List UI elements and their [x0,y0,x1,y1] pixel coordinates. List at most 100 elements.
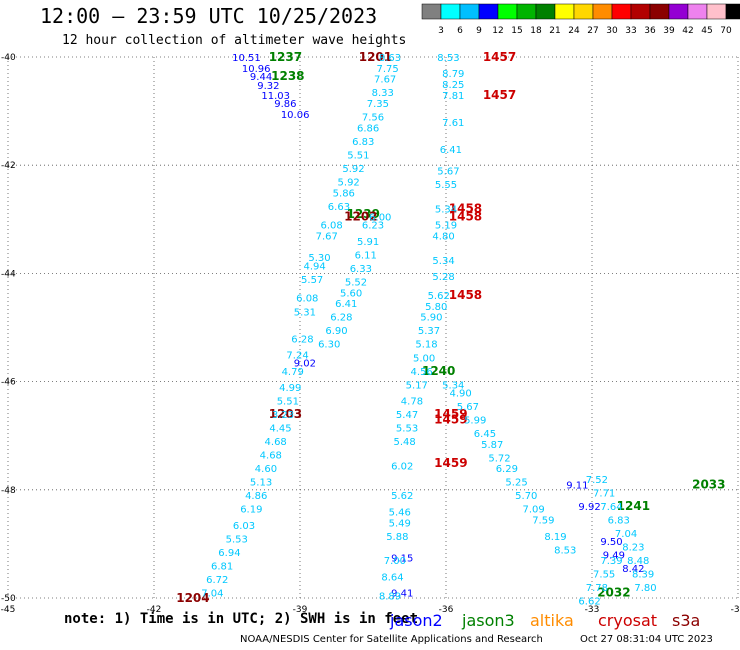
altika-data-label: 5.62 [428,291,450,302]
color-scale-label: 3 [438,26,444,36]
color-scale-swatch [687,3,708,20]
altika-data-label: 5.87 [481,440,503,451]
altika-data-label: 8.19 [544,532,566,543]
altika-data-label: 8.63 [379,53,401,64]
color-scale-swatch [478,3,499,20]
altika-data-label: 6.41 [440,145,462,156]
altika-data-label: 4.68 [260,451,282,462]
altika-data-label: 7.35 [367,99,389,110]
altika-data-label: 5.31 [294,307,316,318]
cryosat-data-label: 1457 [483,50,516,64]
altika-data-label: 7.78 [586,583,608,594]
altika-data-label: 4.86 [245,491,267,502]
units-note: note: 1) Time is in UTC; 2) SWH is in fe… [64,611,419,627]
color-scale-swatch [497,3,518,20]
jason2-data-label: 9.15 [391,553,413,564]
altika-data-label: 6.00 [369,213,391,224]
altika-data-label: 7.04 [615,529,637,540]
cryosat-data-label: 1458 [449,288,482,302]
altika-data-label: 4.79 [282,367,304,378]
altika-data-label: 7.39 [600,556,622,567]
color-scale-label: 36 [644,26,656,36]
s3a-data-label: 1202 [344,210,377,224]
altika-data-label: 7.75 [376,64,398,75]
altika-data-label: 5.91 [357,237,379,248]
legend-s3a: s3a [672,611,701,630]
altika-data-label: 7.81 [442,91,464,102]
altika-data-label: 6.11 [355,250,377,261]
altika-data-label: 8.48 [627,556,649,567]
altika-data-label: 3.23 [272,410,294,421]
altika-data-label: 6.30 [318,340,340,351]
altika-data-label: 5.67 [457,402,479,413]
jason2-data-label: 11.03 [261,91,290,102]
altika-data-label: 4.45 [269,424,291,435]
color-scale-swatch [554,3,575,20]
altika-data-label: 6.90 [325,326,347,337]
color-scale-swatch [421,3,442,20]
altika-data-label: 7.61 [442,118,464,129]
altika-data-label: 5.48 [394,437,416,448]
altika-data-label: 5.60 [340,288,362,299]
altika-data-label: 7.64 [600,502,622,513]
altika-data-label: 5.92 [338,177,360,188]
altika-data-label: 6.29 [496,464,518,475]
altika-data-label: 5.34 [432,256,454,267]
y-tick-label: -44 [1,269,16,279]
altika-data-label: 7.59 [532,516,554,527]
altika-data-label: 6.63 [328,202,350,213]
cryosat-data-label: 1459 [434,456,467,470]
color-scale-label: 6 [457,26,463,36]
altika-data-label: 8.39 [632,570,654,581]
altika-data-label: 4.60 [255,464,277,475]
altika-data-label: 4.56 [411,367,433,378]
color-scale-swatch [573,3,594,20]
altika-data-label: 5.34 [442,380,464,391]
jason2-data-label: 9.92 [578,502,600,513]
altika-data-label: 5.13 [250,478,272,489]
altika-data-label: 5.52 [345,278,367,289]
footer-timestamp: Oct 27 08:31:04 UTC 2023 [580,634,713,645]
altika-data-label: 5.51 [347,150,369,161]
color-scale-swatch [706,3,727,20]
y-tick-label: -48 [1,486,16,496]
altika-data-label: 6.81 [211,562,233,573]
altika-data-label: 7.55 [593,570,615,581]
color-scale-label: 21 [549,26,560,36]
cryosat-data-label: 1459 [434,407,467,421]
color-scale-label: 39 [663,26,675,36]
altika-data-label: 5.67 [437,167,459,178]
x-tick-label: -42 [147,605,162,615]
cryosat-data-label: 1458 [449,201,482,215]
altika-data-label: 5.47 [396,410,418,421]
altika-data-label: 7.80 [634,583,656,594]
jason3-data-label: 1239 [347,207,380,221]
color-scale-swatch [516,3,537,20]
altika-data-label: 5.18 [415,340,437,351]
altika-data-label: 5.30 [308,253,330,264]
altika-data-label: 5.99 [464,415,486,426]
altika-data-label: 8.25 [442,80,464,91]
altika-data-label: 6.28 [330,313,352,324]
y-tick-label: -40 [1,53,16,63]
altika-data-label: 5.57 [301,275,323,286]
altika-data-label: 5.53 [396,424,418,435]
page-title: 12:00 – 23:59 UTC 10/25/2023 [40,4,378,28]
altika-data-label: 5.55 [435,180,457,191]
altika-data-label: 6.19 [240,505,262,516]
color-scale-swatch [630,3,651,20]
altika-data-label: 6.83 [608,516,630,527]
altika-data-label: 6.45 [474,429,496,440]
altika-data-label: 5.70 [515,491,537,502]
jason2-data-label: 8.42 [622,564,644,575]
altika-data-label: 7.00 [384,556,406,567]
color-scale-label: 24 [568,26,580,36]
altika-data-label: 5.88 [386,532,408,543]
cryosat-data-label: 1457 [483,88,516,102]
x-tick-label: -39 [293,605,308,615]
altika-data-label: 5.37 [418,326,440,337]
jason3-data-label: 1240 [422,364,455,378]
color-scale-swatch [535,3,556,20]
